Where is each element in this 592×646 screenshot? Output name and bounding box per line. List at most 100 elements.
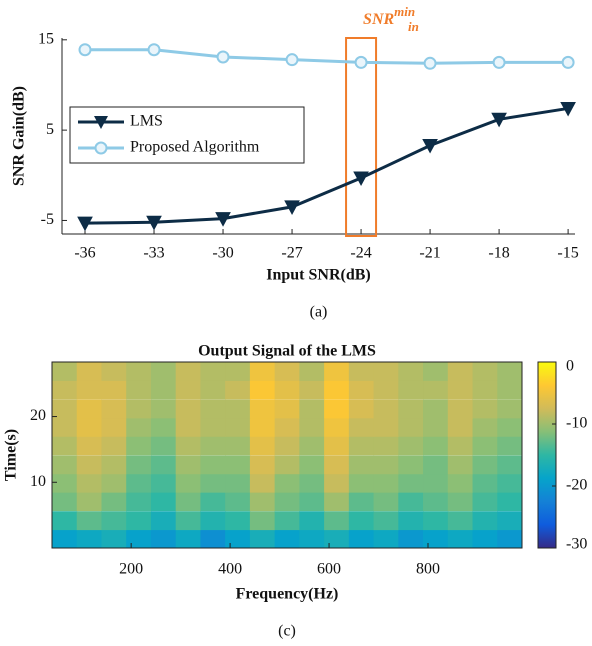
x-tick-label: -33 (143, 245, 164, 262)
heatmap-cell (472, 399, 498, 419)
marker (216, 50, 230, 64)
x-axis-label: Frequency(Hz) (236, 586, 339, 603)
heatmap-cell (299, 455, 325, 475)
heatmap-cell (52, 436, 78, 456)
heatmap-cell (447, 399, 474, 419)
heatmap-cell (497, 455, 522, 475)
heatmap-cell (249, 380, 276, 400)
heatmap-cell (225, 455, 251, 475)
heatmap-cell (324, 436, 350, 456)
heatmap-cell (150, 417, 177, 437)
marker (423, 56, 437, 70)
heatmap-cell (274, 455, 300, 475)
heatmap-cell (348, 380, 375, 400)
heatmap-cell (249, 473, 276, 493)
heatmap-cell (423, 511, 449, 531)
heatmap-cell (274, 362, 300, 381)
heatmap-cell (175, 417, 201, 437)
heatmap-cell (52, 473, 78, 493)
heatmap-cell (150, 362, 177, 381)
heatmap-cell (175, 492, 201, 512)
heatmap-cell (348, 399, 375, 419)
heatmap-cell (423, 362, 449, 381)
heatmap-cell (299, 492, 325, 512)
heatmap-cell (76, 417, 102, 437)
heatmap-cell (348, 362, 375, 381)
heatmap-cell (348, 455, 375, 475)
caption: (c) (278, 623, 296, 640)
heatmap-cell (299, 473, 325, 493)
annotation-main: SNR (363, 11, 394, 28)
heatmap-cell (348, 473, 375, 493)
heatmap-cell (150, 380, 177, 400)
heatmap-cell (225, 362, 251, 381)
x-tick-label: 600 (317, 561, 341, 578)
heatmap-cell (423, 417, 449, 437)
heatmap-cell (373, 473, 399, 493)
heatmap-cell (249, 417, 276, 437)
colorbar-tick-label: -20 (566, 477, 587, 494)
x-tick-label: -21 (419, 245, 440, 262)
heatmap-cell (225, 436, 251, 456)
heatmap-cell (398, 417, 424, 437)
heatmap-cell (225, 492, 251, 512)
heatmap-cell (497, 417, 522, 437)
heatmap-cell (398, 455, 424, 475)
heatmap-cell (200, 380, 226, 400)
heatmap-cell (497, 529, 522, 548)
heatmap-cell (175, 399, 201, 419)
heatmap-cell (398, 473, 424, 493)
heatmap-cell (324, 380, 350, 400)
heatmap-cell (423, 492, 449, 512)
heatmap-cell (126, 529, 152, 548)
series-line (84, 106, 569, 225)
heatmap-cell (373, 492, 399, 512)
heatmap-cell (200, 511, 226, 531)
legend-label: Proposed Algorithm (130, 139, 260, 156)
heatmap-cell (274, 473, 300, 493)
heatmap-cell (76, 529, 102, 548)
heatmap-cell (472, 380, 498, 400)
heatmap-cell (348, 529, 375, 548)
heatmap-cell (101, 473, 127, 493)
heatmap-cell (126, 492, 152, 512)
marker (560, 101, 576, 117)
heatmap-cell (76, 455, 102, 475)
y-tick-label: -5 (41, 211, 54, 228)
heatmap-cell (76, 380, 102, 400)
heatmap-cell (101, 529, 127, 548)
heatmap-cell (274, 436, 300, 456)
heatmap-cell (497, 473, 522, 493)
marker (285, 53, 299, 67)
heatmap-cell (299, 529, 325, 548)
heatmap-cell (497, 399, 522, 419)
heatmap-cell (274, 380, 300, 400)
heatmap-cell (126, 399, 152, 419)
heatmap-cell (225, 399, 251, 419)
x-tick-label: -30 (212, 245, 233, 262)
x-tick-label: 800 (416, 561, 440, 578)
heatmap-cell (274, 417, 300, 437)
heatmap-cell (472, 417, 498, 437)
heatmap-cell (101, 399, 127, 419)
heatmap-cell (423, 529, 449, 548)
heatmap-cell (398, 380, 424, 400)
heatmap-cell (274, 511, 300, 531)
heatmap-cell (299, 511, 325, 531)
heatmap-cell (101, 455, 127, 475)
heatmap-cell (472, 362, 498, 381)
heatmap-cell (76, 362, 102, 381)
heatmap-cell (447, 380, 474, 400)
heatmap-cell (447, 473, 474, 493)
marker (146, 215, 162, 231)
heatmap-cell (76, 436, 102, 456)
series-line (85, 48, 569, 65)
heatmap-cell (200, 529, 226, 548)
heatmap-cell (52, 417, 78, 437)
heatmap-cell (324, 399, 350, 419)
heatmap-cell (472, 492, 498, 512)
legend-marker (94, 116, 108, 129)
heatmap-cell (126, 455, 152, 475)
x-tick-label: -15 (557, 245, 578, 262)
annotation-sup: min (394, 4, 415, 19)
